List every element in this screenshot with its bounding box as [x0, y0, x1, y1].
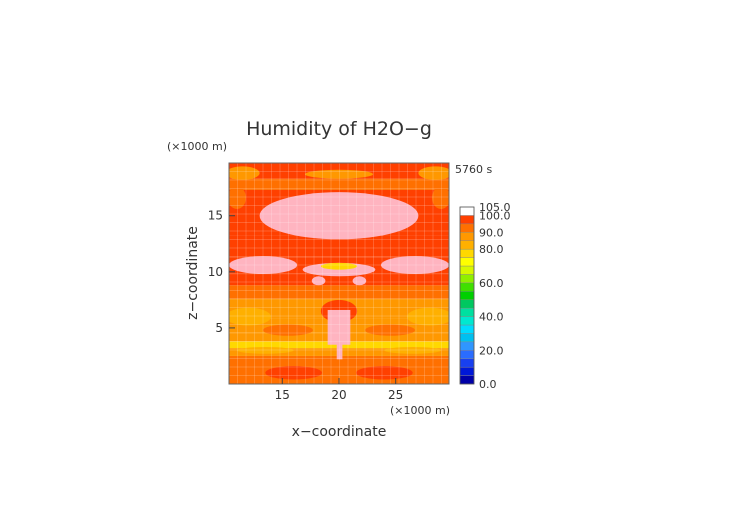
chart-title: Humidity of H2O−g — [246, 118, 432, 140]
x-axis: 15 20 25 — [275, 378, 403, 402]
colorbar-swatch-4 — [459, 341, 475, 351]
colorbar-swatch-16 — [459, 240, 475, 250]
humidity-band-11 — [229, 178, 449, 190]
x-tick-label: 15 — [275, 388, 290, 402]
humidity-region-8 — [229, 307, 271, 326]
colorbar-swatch-0 — [459, 375, 475, 385]
colorbar-label: 40.0 — [479, 311, 504, 324]
colorbar-swatch-10 — [459, 291, 475, 300]
x-tick-label: 20 — [331, 388, 346, 402]
colorbar-swatch-15 — [459, 248, 475, 258]
colorbar-swatch-7 — [459, 316, 475, 326]
y-unit-label: (×1000 m) — [167, 140, 227, 153]
colorbar-swatch-18 — [459, 223, 475, 233]
humidity-region-0 — [259, 192, 419, 240]
humidity-region-15 — [236, 346, 294, 354]
colorbar-swatch-20 — [459, 206, 475, 216]
humidity-region-22 — [229, 186, 247, 209]
colorbar-swatch-13 — [459, 265, 475, 275]
humidity-region-13 — [327, 309, 351, 345]
colorbar-swatch-12 — [459, 274, 475, 284]
colorbar-swatch-1 — [459, 366, 475, 376]
colorbar-swatch-19 — [459, 215, 475, 225]
time-label: 5760 s — [455, 163, 492, 176]
colorbar-swatch-5 — [459, 333, 475, 343]
colorbar-swatch-2 — [459, 358, 475, 368]
colorbar-swatch-9 — [459, 299, 475, 309]
colorbar-label: 0.0 — [479, 378, 497, 391]
colorbar-swatch-11 — [459, 282, 475, 292]
x-axis-title: x−coordinate — [292, 424, 387, 440]
colorbar-swatch-8 — [459, 307, 475, 317]
heatmap-plot-area — [228, 162, 450, 385]
plot-grid — [229, 163, 449, 384]
colorbar-label: 105.0 — [479, 201, 511, 214]
humidity-band-7 — [229, 274, 449, 286]
y-tick-label: 15 — [208, 209, 223, 223]
humidity-region-10 — [263, 324, 313, 336]
humidity-region-9 — [407, 307, 449, 326]
colorbar-label: 100.0 — [479, 209, 511, 222]
colorbar-label: 80.0 — [479, 243, 504, 256]
humidity-region-4 — [320, 262, 358, 270]
y-tick-label: 5 — [215, 321, 223, 335]
humidity-region-17 — [265, 366, 322, 380]
humidity-region-2 — [380, 256, 449, 275]
humidity-region-5 — [311, 276, 326, 286]
humidity-region-18 — [356, 366, 413, 380]
humidity-region-6 — [352, 276, 367, 286]
colorbar-swatch-14 — [459, 257, 475, 267]
humidity-band-6 — [229, 285, 449, 299]
x-tick-label: 25 — [388, 388, 403, 402]
colorbar-label: 90.0 — [479, 226, 504, 239]
x-unit-label: (×1000 m) — [390, 404, 450, 417]
humidity-region-11 — [365, 324, 415, 336]
humidity-region-14 — [336, 343, 343, 360]
y-axis: 5 10 15 — [208, 209, 235, 335]
colorbar-label: 20.0 — [479, 344, 504, 357]
humidity-region-1 — [229, 256, 298, 275]
humidity-region-19 — [229, 166, 260, 180]
colorbar-swatch-6 — [459, 324, 475, 334]
colorbar-swatch-3 — [459, 350, 475, 359]
humidity-region-20 — [418, 166, 449, 180]
humidity-region-7 — [304, 169, 374, 179]
colorbar-label: 60.0 — [479, 277, 504, 290]
y-axis-title: z−coordinate — [185, 226, 201, 320]
y-tick-label: 10 — [208, 265, 223, 279]
humidity-region-21 — [431, 186, 449, 209]
humidity-region-16 — [384, 346, 442, 354]
humidity-band-9 — [229, 235, 449, 258]
colorbar-swatch-17 — [459, 232, 475, 241]
